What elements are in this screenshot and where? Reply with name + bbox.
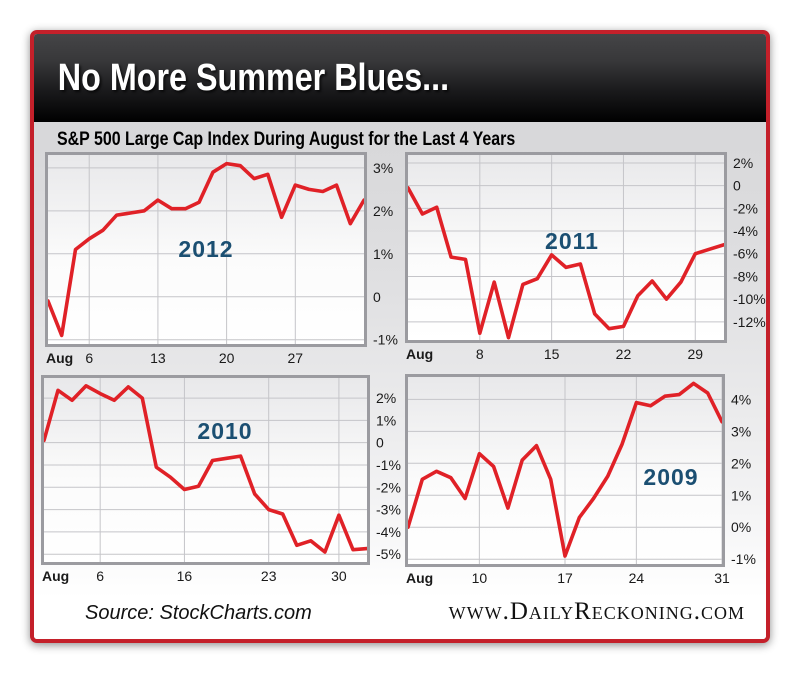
x-tick-label: 6 (85, 350, 93, 366)
y-tick-label: 0 (733, 178, 741, 194)
y-tick-label: 0 (373, 289, 381, 305)
chart-2009: 2009 4% 3% 2% 1% 0% -1% Aug 10 17 24 31 (405, 374, 763, 589)
y-tick-label: -10% (733, 291, 766, 307)
x-tick-label: 24 (629, 570, 645, 586)
y-tick-label: -4% (376, 524, 401, 540)
chart-panel: No More Summer Blues... S&P 500 Large Ca… (30, 30, 770, 643)
y-tick-label: -12% (733, 314, 766, 330)
y-tick-label: -1% (376, 457, 401, 473)
chart-2010: 2010 2% 1% 0 -1% -2% -3% -4% -5% Aug 6 16 23 30 (41, 375, 408, 587)
y-tick-label: 2% (376, 390, 396, 406)
price-line (408, 186, 724, 340)
y-tick-label: 2% (373, 203, 393, 219)
y-tick-label: 1% (373, 246, 393, 262)
x-tick-label: 30 (331, 568, 347, 584)
chart-2012: 2012 3% 2% 1% 0 -1% Aug 6 13 20 27 (45, 152, 405, 369)
y-tick-label: -8% (733, 268, 758, 284)
x-tick-label: 23 (261, 568, 277, 584)
plot-area (408, 155, 724, 340)
y-tick-label: 3% (731, 423, 751, 439)
x-month-label: Aug (406, 346, 433, 362)
y-tick-label: -4% (733, 223, 758, 239)
y-tick-label: -2% (733, 200, 758, 216)
y-tick-label: -1% (373, 332, 398, 348)
x-month-label: Aug (46, 350, 73, 366)
content-area: S&P 500 Large Cap Index During August fo… (34, 122, 766, 639)
source-credit: Source: StockCharts.com (85, 602, 312, 624)
x-tick-label: 20 (219, 350, 235, 366)
plot-area (408, 377, 722, 564)
year-label: 2010 (197, 418, 252, 444)
y-tick-label: 3% (373, 160, 393, 176)
x-month-label: Aug (406, 570, 433, 586)
x-tick-label: 13 (150, 350, 166, 366)
y-tick-label: -2% (376, 479, 401, 495)
price-line (44, 384, 367, 554)
y-tick-label: -5% (376, 546, 401, 562)
price-line (48, 161, 364, 338)
year-label: 2011 (545, 228, 599, 254)
website-url: www.DailyReckoning.com (448, 598, 745, 625)
year-label: 2009 (643, 464, 698, 490)
y-tick-label: 1% (376, 412, 396, 428)
x-tick-label: 29 (687, 346, 703, 362)
x-tick-label: 15 (544, 346, 560, 362)
plot-border (41, 375, 370, 565)
y-tick-label: 0 (376, 435, 384, 451)
chart-2011: 2011 2% 0 -2% -4% -6% -8% -10% -12% Aug 8 15 22 29 (405, 152, 766, 365)
plot-area (48, 155, 364, 344)
price-line (408, 381, 722, 558)
header-bar: No More Summer Blues... (34, 34, 766, 122)
y-tick-label: 0% (731, 519, 751, 535)
x-tick-label: 16 (177, 568, 193, 584)
x-tick-label: 10 (472, 570, 488, 586)
x-tick-label: 17 (557, 570, 573, 586)
y-tick-label: 4% (731, 391, 751, 407)
year-label: 2012 (178, 236, 233, 262)
x-tick-label: 6 (96, 568, 104, 584)
y-tick-label: -1% (731, 551, 756, 567)
x-tick-label: 31 (714, 570, 730, 586)
chart-canvas-2010: 2010 2% 1% 0 -1% -2% -3% -4% -5% Aug 6 16 23 30 (41, 375, 401, 584)
y-tick-label: 2% (733, 155, 753, 171)
chart-canvas-2011: 2011 2% 0 -2% -4% -6% -8% -10% -12% Aug 8 15 22 29 (405, 152, 766, 362)
plot-border (405, 152, 727, 343)
x-tick-label: 27 (288, 350, 304, 366)
y-tick-label: -6% (733, 246, 758, 262)
chart-canvas-2009: 2009 4% 3% 2% 1% 0% -1% Aug 10 17 24 31 (405, 374, 756, 586)
x-tick-label: 22 (616, 346, 632, 362)
x-tick-label: 8 (476, 346, 484, 362)
main-title: No More Summer Blues... (57, 56, 450, 99)
x-month-label: Aug (42, 568, 69, 584)
chart-canvas-2012: 2012 3% 2% 1% 0 -1% Aug 6 13 20 27 (45, 152, 398, 366)
subtitle: S&P 500 Large Cap Index During August fo… (57, 129, 516, 150)
plot-area (44, 378, 367, 562)
plot-border (405, 374, 725, 567)
y-tick-label: -3% (376, 502, 401, 518)
y-tick-label: 1% (731, 487, 751, 503)
y-tick-label: 2% (731, 455, 751, 471)
plot-border (45, 152, 367, 347)
